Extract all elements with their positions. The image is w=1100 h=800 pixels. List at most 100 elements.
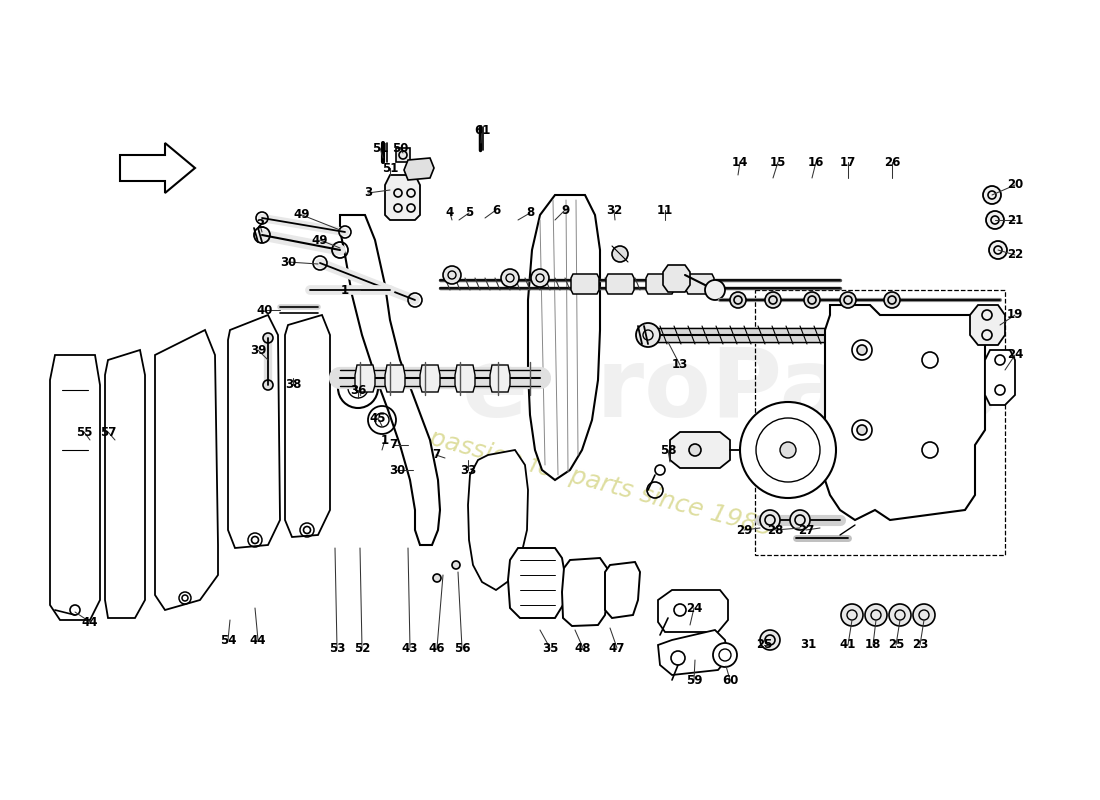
Circle shape xyxy=(913,604,935,626)
Polygon shape xyxy=(646,274,674,294)
Text: 23: 23 xyxy=(912,638,928,651)
Circle shape xyxy=(804,292,820,308)
Text: 56: 56 xyxy=(453,642,471,654)
Polygon shape xyxy=(825,305,984,520)
Text: 43: 43 xyxy=(402,642,418,654)
Circle shape xyxy=(884,292,900,308)
Polygon shape xyxy=(658,590,728,632)
Circle shape xyxy=(452,561,460,569)
Text: 48: 48 xyxy=(574,642,592,654)
Text: 58: 58 xyxy=(660,443,676,457)
Text: 35: 35 xyxy=(542,642,558,654)
Circle shape xyxy=(983,186,1001,204)
Circle shape xyxy=(857,425,867,435)
Text: a passion for parts since 1985: a passion for parts since 1985 xyxy=(405,419,776,541)
Text: 49: 49 xyxy=(311,234,328,246)
Polygon shape xyxy=(508,548,565,618)
Text: 41: 41 xyxy=(839,638,856,651)
Text: 33: 33 xyxy=(460,463,476,477)
Polygon shape xyxy=(984,350,1015,405)
Text: 28: 28 xyxy=(767,523,783,537)
Polygon shape xyxy=(396,148,410,162)
Text: 57: 57 xyxy=(100,426,117,438)
Text: 19: 19 xyxy=(1006,309,1023,322)
Polygon shape xyxy=(104,350,145,618)
Polygon shape xyxy=(490,365,510,392)
Circle shape xyxy=(780,442,796,458)
Text: 9: 9 xyxy=(561,203,569,217)
Text: 30: 30 xyxy=(279,255,296,269)
Text: 54: 54 xyxy=(220,634,236,646)
Circle shape xyxy=(842,604,864,626)
Text: 15: 15 xyxy=(770,155,786,169)
Text: 14: 14 xyxy=(732,155,748,169)
Circle shape xyxy=(740,402,836,498)
Text: 11: 11 xyxy=(657,203,673,217)
Text: 16: 16 xyxy=(807,155,824,169)
Text: euroParts: euroParts xyxy=(462,343,998,437)
Text: 50: 50 xyxy=(392,142,408,154)
Text: 44: 44 xyxy=(81,615,98,629)
Text: 44: 44 xyxy=(250,634,266,646)
Circle shape xyxy=(713,643,737,667)
Text: 30: 30 xyxy=(389,463,405,477)
Polygon shape xyxy=(50,355,100,620)
Text: 29: 29 xyxy=(736,523,752,537)
Polygon shape xyxy=(686,274,714,294)
Polygon shape xyxy=(468,450,528,590)
Text: 13: 13 xyxy=(672,358,689,371)
Text: 7: 7 xyxy=(389,438,397,451)
Text: 1: 1 xyxy=(381,434,389,446)
Text: 60: 60 xyxy=(722,674,738,686)
Polygon shape xyxy=(120,143,195,193)
Text: 61: 61 xyxy=(474,123,491,137)
Polygon shape xyxy=(606,274,634,294)
Text: 20: 20 xyxy=(1006,178,1023,191)
Circle shape xyxy=(865,604,887,626)
Text: 51: 51 xyxy=(372,142,388,154)
Text: 47: 47 xyxy=(608,642,625,654)
Text: 26: 26 xyxy=(883,155,900,169)
Polygon shape xyxy=(658,630,728,675)
Circle shape xyxy=(760,630,780,650)
Circle shape xyxy=(689,444,701,456)
Text: 22: 22 xyxy=(1006,249,1023,262)
Polygon shape xyxy=(571,274,600,294)
Polygon shape xyxy=(670,432,730,468)
Polygon shape xyxy=(340,215,440,545)
Circle shape xyxy=(730,292,746,308)
Text: 59: 59 xyxy=(685,674,702,686)
Polygon shape xyxy=(970,305,1005,345)
Circle shape xyxy=(612,246,628,262)
Text: 51: 51 xyxy=(382,162,398,174)
Text: 17: 17 xyxy=(840,155,856,169)
Text: 55: 55 xyxy=(76,426,92,438)
Polygon shape xyxy=(285,315,330,537)
Text: 53: 53 xyxy=(329,642,345,654)
Polygon shape xyxy=(528,195,600,480)
Text: 27: 27 xyxy=(798,523,814,537)
Text: 36: 36 xyxy=(350,383,366,397)
Circle shape xyxy=(636,323,660,347)
Circle shape xyxy=(531,269,549,287)
Polygon shape xyxy=(605,562,640,618)
Circle shape xyxy=(986,211,1004,229)
Text: 4: 4 xyxy=(446,206,454,219)
Polygon shape xyxy=(355,365,375,392)
Text: 6: 6 xyxy=(492,203,500,217)
Text: 18: 18 xyxy=(865,638,881,651)
Text: 32: 32 xyxy=(606,203,623,217)
Circle shape xyxy=(840,292,856,308)
Text: 25: 25 xyxy=(888,638,904,651)
Polygon shape xyxy=(385,365,405,392)
Text: 7: 7 xyxy=(432,449,440,462)
Polygon shape xyxy=(404,158,434,180)
Text: 24: 24 xyxy=(1006,349,1023,362)
Circle shape xyxy=(433,574,441,582)
Text: 46: 46 xyxy=(429,642,446,654)
Text: 8: 8 xyxy=(526,206,535,219)
Text: 24: 24 xyxy=(685,602,702,614)
Circle shape xyxy=(760,510,780,530)
Text: 38: 38 xyxy=(285,378,301,391)
Circle shape xyxy=(889,604,911,626)
